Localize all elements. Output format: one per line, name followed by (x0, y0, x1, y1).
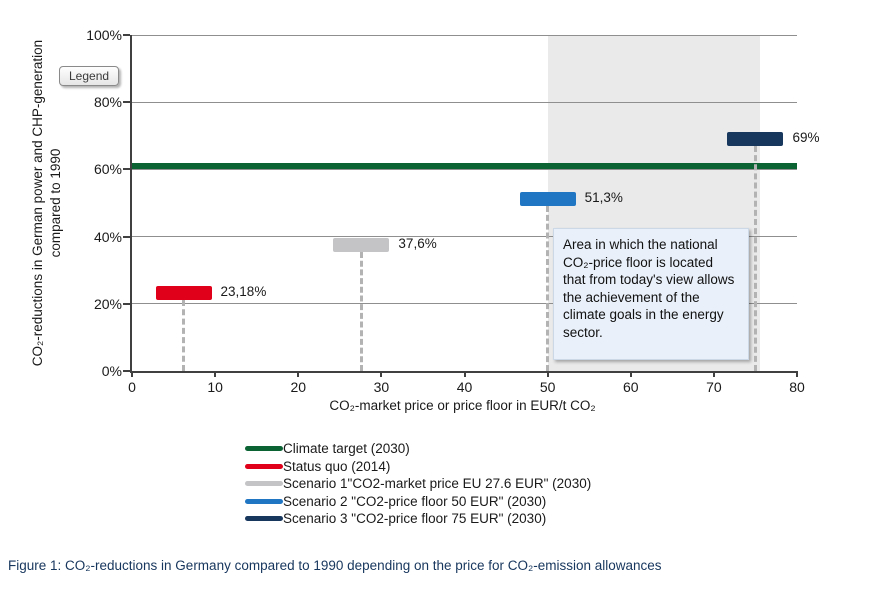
x-axis-tick-label: 60 (622, 379, 639, 395)
dashed-drop-line (546, 205, 550, 371)
y-axis-tick-label: 40% (93, 228, 122, 245)
x-axis-tick-label: 30 (373, 379, 390, 395)
y-axis-tick (123, 101, 130, 104)
scenario-bar-4 (727, 132, 784, 147)
x-axis-tick (131, 371, 133, 377)
legend-label: Scenario 2 "CO2-price floor 50 EUR" (203… (283, 493, 547, 509)
x-axis-tick (463, 371, 466, 377)
y-axis-tick (123, 235, 130, 238)
y-axis-tick-label: 100% (86, 27, 122, 43)
value-label: 69% (792, 130, 820, 146)
dashed-drop-line (359, 251, 363, 371)
dashed-drop-line (182, 300, 186, 371)
legend-item-4: Scenario 2 "CO2-price floor 50 EUR" (203… (245, 493, 591, 511)
scenario-bar-1 (155, 286, 212, 301)
gridline (132, 168, 797, 170)
y-axis-tick-label: 60% (93, 161, 122, 178)
figure-caption: Figure 1: CO₂-reductions in Germany comp… (8, 558, 662, 573)
legend-swatch (245, 446, 283, 452)
legend-item-1: Climate target (2030) (245, 440, 591, 458)
value-label: 51,3% (584, 189, 623, 205)
legend-tooltip-button[interactable]: Legend (59, 66, 120, 86)
y-axis-title-line1: CO₂-reductions in German power and CHP-g… (30, 39, 45, 367)
chart-legend: Climate target (2030) Status quo (2014) Sc… (245, 440, 591, 528)
x-axis-tick-label: 50 (539, 379, 556, 395)
legend-swatch (245, 516, 283, 522)
scenario-bar-2 (333, 237, 390, 252)
gridline (132, 34, 797, 36)
y-axis-tick-label: 0% (101, 363, 122, 379)
dashed-drop-line (753, 146, 757, 371)
gridline (132, 236, 797, 238)
x-axis-tick (214, 371, 217, 377)
legend-item-3: Scenario 1"CO2-market price EU 27.6 EUR"… (245, 475, 591, 493)
x-axis-tick (297, 371, 300, 377)
x-axis-tick-label: 20 (290, 379, 307, 395)
legend-label: Scenario 1"CO2-market price EU 27.6 EUR"… (283, 476, 592, 492)
y-axis-tick (123, 168, 130, 171)
x-axis-tick (380, 371, 383, 377)
x-axis-title: CO₂-market price or price floor in EUR/t… (329, 398, 596, 413)
climate-target-line (132, 163, 797, 170)
x-axis-tick (796, 371, 798, 377)
legend-swatch (245, 481, 283, 487)
gridline (132, 101, 797, 103)
x-axis-tick (546, 371, 549, 377)
legend-swatch (245, 463, 283, 469)
legend-item-5: Scenario 3 "CO2-price floor 75 EUR" (203… (245, 510, 591, 528)
value-label: 37,6% (398, 235, 437, 251)
y-axis-tick-label: 20% (93, 295, 122, 312)
y-axis-tick (123, 370, 130, 372)
plot-area: Area in which the national CO₂-price flo… (86, 27, 819, 395)
value-label: 23,18% (220, 284, 267, 300)
y-axis-tick (123, 34, 130, 36)
x-axis-tick (629, 371, 632, 377)
x-axis-tick-label: 70 (706, 379, 722, 395)
legend-item-2: Status quo (2014) (245, 458, 591, 476)
legend-label: Climate target (2030) (283, 441, 410, 457)
legend-label: Scenario 3 "CO2-price floor 75 EUR" (203… (283, 511, 547, 527)
y-axis-tick (123, 302, 130, 305)
y-axis-tick-label: 80% (93, 94, 122, 111)
scenario-bar-3 (519, 191, 576, 206)
x-axis-tick-label: 10 (207, 379, 223, 395)
legend-label: Status quo (2014) (283, 458, 391, 474)
x-axis-tick-label: 40 (456, 379, 473, 395)
annotation-box: Area in which the national CO₂-price flo… (553, 228, 749, 360)
legend-swatch (245, 498, 283, 504)
x-axis-tick-label: 0 (128, 379, 136, 395)
gridline (132, 303, 797, 305)
x-axis-tick (712, 371, 715, 377)
x-axis-tick-label: 80 (789, 379, 805, 395)
